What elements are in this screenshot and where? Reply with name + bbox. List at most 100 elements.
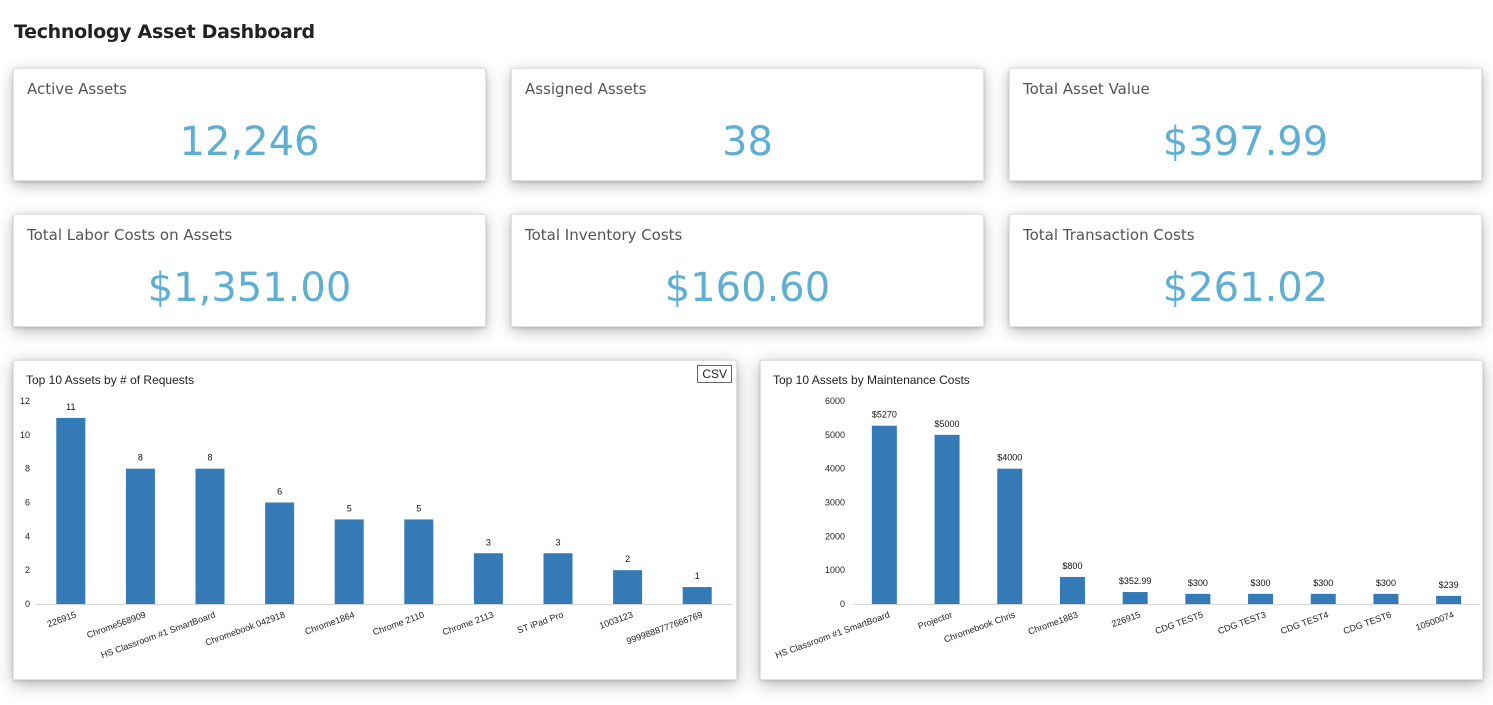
bar[interactable] xyxy=(125,468,155,604)
chart-title: Top 10 Assets by # of Requests xyxy=(26,373,195,387)
x-tick-label: CDG TEST4 xyxy=(1279,609,1330,636)
x-tick-label: ST iPad Pro xyxy=(516,609,565,635)
stat-label: Total Inventory Costs xyxy=(525,226,683,244)
stat-value: 38 xyxy=(722,119,773,165)
bar[interactable] xyxy=(997,468,1023,604)
x-tick-label: 226915 xyxy=(46,609,78,629)
data-label: 8 xyxy=(138,453,143,463)
data-label: 6 xyxy=(277,487,282,497)
y-tick-label: 2000 xyxy=(825,531,845,541)
x-tick-label: Projector xyxy=(916,609,953,631)
bar[interactable] xyxy=(543,553,573,604)
data-label: $352.99 xyxy=(1119,576,1152,586)
x-tick-label: CDG TEST5 xyxy=(1154,609,1205,636)
y-tick-label: 1000 xyxy=(825,565,845,575)
y-tick-label: 10 xyxy=(20,430,30,440)
data-label: $239 xyxy=(1439,580,1459,590)
data-label: 1 xyxy=(695,571,700,581)
data-label: 3 xyxy=(555,537,560,547)
bar[interactable] xyxy=(334,519,364,604)
y-tick-label: 0 xyxy=(25,599,30,609)
x-tick-label: 9999888777666769 xyxy=(625,609,704,646)
stat-card-inventory-costs[interactable]: Total Inventory Costs $160.60 xyxy=(511,214,984,327)
stat-label: Total Asset Value xyxy=(1023,80,1150,98)
x-tick-label: 1003123 xyxy=(598,609,634,630)
y-tick-label: 5000 xyxy=(825,430,845,440)
x-tick-label: Chrome 2113 xyxy=(441,609,495,637)
stat-label: Total Labor Costs on Assets xyxy=(27,226,233,244)
x-tick-label: HS Classroom #1 SmartBoard xyxy=(774,609,891,660)
bar[interactable] xyxy=(1310,593,1336,604)
data-label: 8 xyxy=(207,453,212,463)
bar[interactable] xyxy=(934,434,960,604)
x-tick-label: 226915 xyxy=(1110,609,1142,629)
bar[interactable] xyxy=(473,553,503,604)
y-tick-label: 6 xyxy=(25,498,30,508)
y-tick-label: 4000 xyxy=(825,464,845,474)
page-title: Technology Asset Dashboard xyxy=(14,21,315,43)
bar[interactable] xyxy=(56,417,86,604)
bar[interactable] xyxy=(1248,593,1274,604)
data-label: $800 xyxy=(1062,561,1082,571)
x-tick-label: CDG TEST3 xyxy=(1217,609,1268,636)
bar[interactable] xyxy=(1185,593,1211,604)
x-tick-label: CDG TEST6 xyxy=(1342,609,1393,636)
bar[interactable] xyxy=(1436,595,1462,604)
y-tick-label: 2 xyxy=(25,565,30,575)
stat-label: Assigned Assets xyxy=(525,80,647,98)
y-tick-label: 4 xyxy=(25,531,30,541)
maintenance-bar-chart: 0 1000 2000 3000 4000 5000 6000 $5270 HS Classro… xyxy=(774,396,1480,660)
data-label: $5270 xyxy=(872,410,897,420)
x-tick-label: Chromebook Chris xyxy=(943,609,1017,644)
stat-card-active-assets[interactable]: Active Assets 12,246 xyxy=(13,68,486,181)
x-tick-label: Chrome 2110 xyxy=(371,609,425,637)
bar[interactable] xyxy=(195,468,225,604)
chart-card-requests: Top 10 Assets by # of Requests CSV 0 2 4 6 8… xyxy=(13,360,737,680)
stat-label: Total Transaction Costs xyxy=(1023,226,1195,244)
stat-value: 12,246 xyxy=(179,119,320,165)
data-label: 5 xyxy=(416,503,421,513)
y-tick-label: 6000 xyxy=(825,396,845,406)
x-tick-label: Chromebook 042918 xyxy=(204,609,286,647)
bar[interactable] xyxy=(404,519,434,604)
stat-value: $160.60 xyxy=(664,265,831,311)
data-label: $300 xyxy=(1188,578,1208,588)
data-label: 3 xyxy=(486,537,491,547)
data-label: $4000 xyxy=(997,453,1022,463)
csv-export-button[interactable]: CSV xyxy=(697,365,732,383)
bar[interactable] xyxy=(871,425,897,604)
data-label: $300 xyxy=(1376,578,1396,588)
y-tick-label: 3000 xyxy=(825,498,845,508)
stat-value: $261.02 xyxy=(1162,265,1329,311)
x-tick-label: Chrome1864 xyxy=(304,609,356,636)
data-label: 2 xyxy=(625,554,630,564)
x-tick-label: 10500074 xyxy=(1414,609,1455,632)
y-tick-label: 12 xyxy=(20,396,30,406)
x-tick-label: Chrome1883 xyxy=(1027,609,1079,636)
stat-card-labor-costs[interactable]: Total Labor Costs on Assets $1,351.00 xyxy=(13,214,486,327)
chart-title: Top 10 Assets by Maintenance Costs xyxy=(773,373,970,387)
data-label: $5000 xyxy=(935,419,960,429)
data-label: 5 xyxy=(347,503,352,513)
bar[interactable] xyxy=(613,570,643,604)
stat-value: $397.99 xyxy=(1162,119,1329,165)
stat-value: $1,351.00 xyxy=(147,265,352,311)
stat-label: Active Assets xyxy=(27,80,127,98)
bar[interactable] xyxy=(1059,576,1085,604)
data-label: $300 xyxy=(1313,578,1333,588)
y-tick-label: 0 xyxy=(840,599,845,609)
data-label: $300 xyxy=(1251,578,1271,588)
stat-card-assigned-assets[interactable]: Assigned Assets 38 xyxy=(511,68,984,181)
stat-card-transaction-costs[interactable]: Total Transaction Costs $261.02 xyxy=(1009,214,1482,327)
y-tick-label: 8 xyxy=(25,464,30,474)
chart-card-maintenance: Top 10 Assets by Maintenance Costs 0 1000… xyxy=(760,360,1483,680)
x-tick-label: HS Classroom #1 SmartBoard xyxy=(100,609,217,660)
bar[interactable] xyxy=(682,587,712,604)
bar[interactable] xyxy=(1373,593,1399,604)
bar[interactable] xyxy=(1122,592,1148,604)
x-tick-label: Chrome568909 xyxy=(85,609,147,640)
data-label: 11 xyxy=(66,402,75,412)
stat-card-total-asset-value[interactable]: Total Asset Value $397.99 xyxy=(1009,68,1482,181)
bar[interactable] xyxy=(265,502,295,605)
